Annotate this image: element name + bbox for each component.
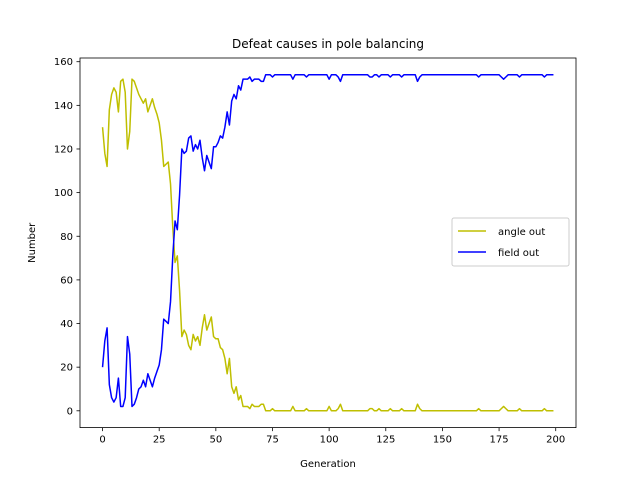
legend-label-field-out: field out bbox=[498, 248, 539, 259]
series-line-field-out bbox=[101, 74, 554, 408]
series-line-angle-out bbox=[101, 78, 554, 412]
x-tick-label: 25 bbox=[153, 435, 166, 446]
y-tick-label: 100 bbox=[54, 188, 73, 199]
y-tick-label: 160 bbox=[54, 57, 73, 68]
y-tick-label: 80 bbox=[60, 232, 73, 243]
x-tick-label: 50 bbox=[209, 435, 222, 446]
x-tick-label: 150 bbox=[433, 435, 452, 446]
x-tick-label: 125 bbox=[376, 435, 395, 446]
y-axis-ticks: 0 20 40 60 80 100 120 140 160 bbox=[54, 57, 80, 417]
y-tick-label: 20 bbox=[60, 363, 73, 374]
y-tick-label: 120 bbox=[54, 144, 73, 155]
chart-title: Defeat causes in pole balancing bbox=[232, 37, 424, 51]
x-axis-label: Generation bbox=[300, 459, 356, 470]
y-tick-label: 140 bbox=[54, 101, 73, 112]
y-tick-label: 0 bbox=[67, 406, 73, 417]
legend-box bbox=[451, 217, 570, 267]
y-tick-label: 60 bbox=[60, 275, 73, 286]
series-lines bbox=[101, 74, 554, 412]
legend-label-angle-out: angle out bbox=[498, 227, 545, 238]
y-tick-label: 40 bbox=[60, 319, 73, 330]
x-tick-label: 0 bbox=[99, 435, 105, 446]
axes-frame bbox=[79, 57, 577, 429]
y-axis-label: Number bbox=[27, 222, 38, 263]
x-tick-label: 100 bbox=[320, 435, 339, 446]
x-axis-ticks: 0 25 50 75 100 125 150 175 200 bbox=[99, 427, 565, 446]
x-tick-label: 175 bbox=[490, 435, 509, 446]
x-tick-label: 200 bbox=[546, 435, 565, 446]
legend: angle out field out bbox=[451, 217, 570, 267]
x-tick-label: 75 bbox=[266, 435, 279, 446]
plot-area bbox=[79, 57, 577, 429]
